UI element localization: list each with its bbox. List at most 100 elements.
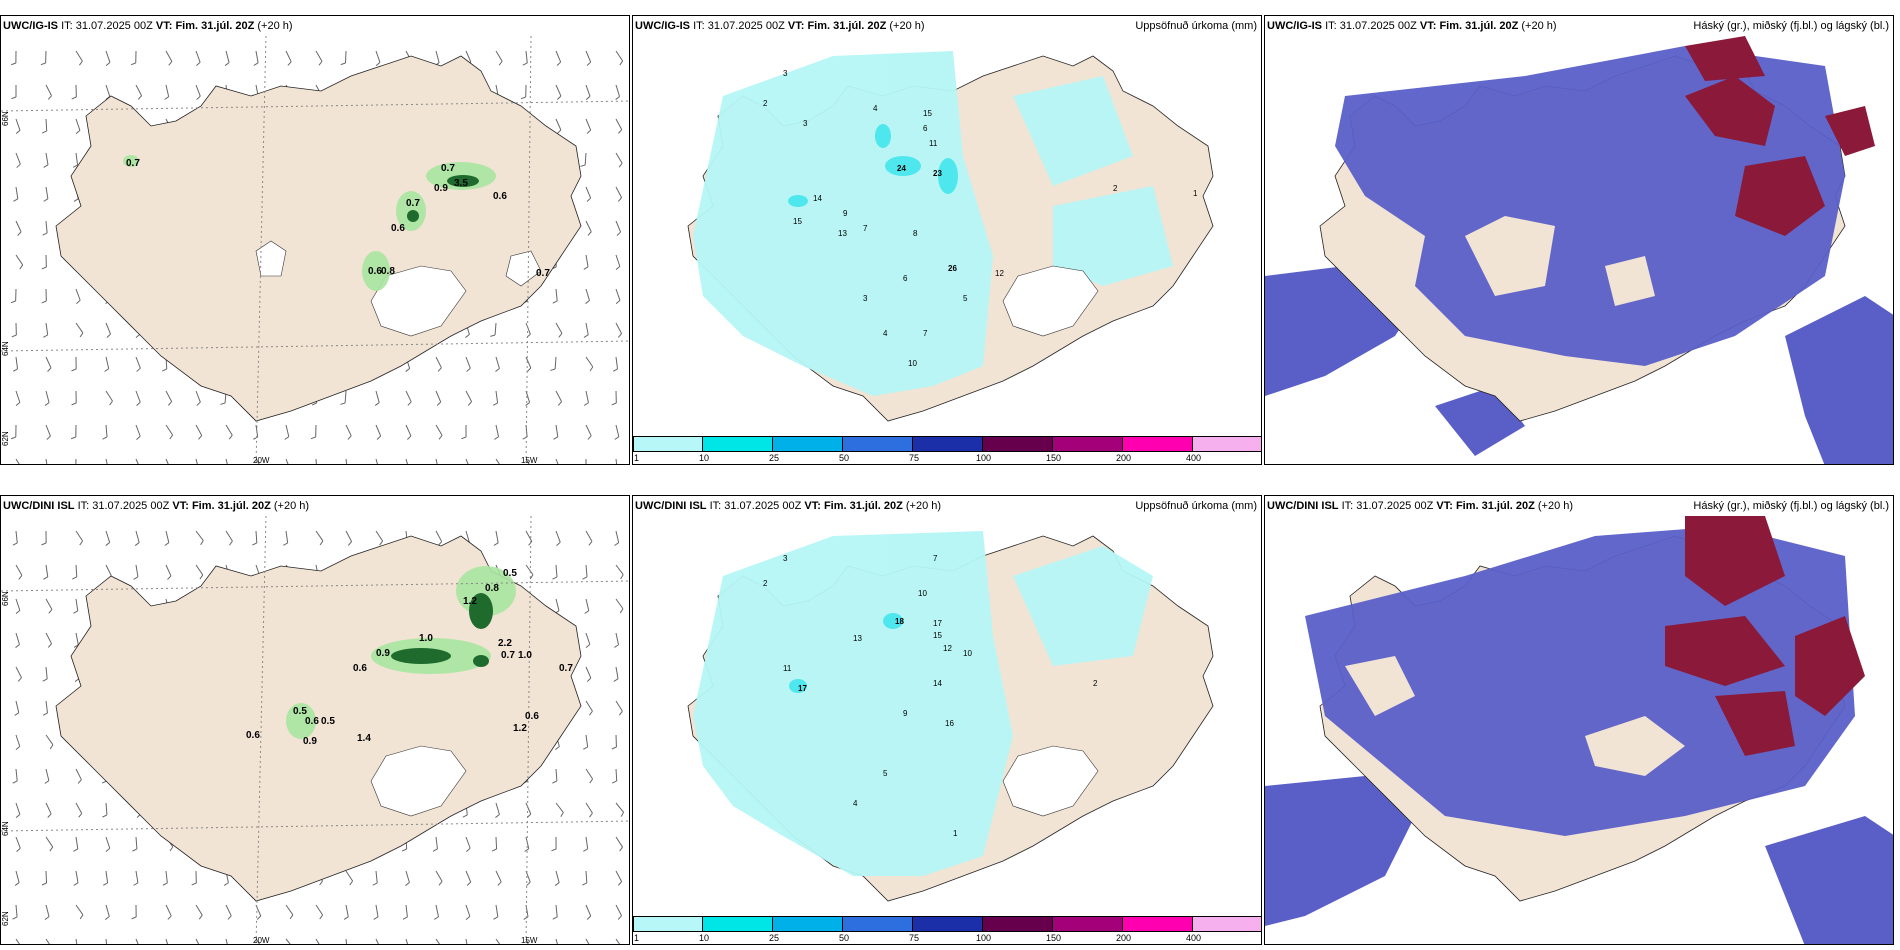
wind-barb-tick bbox=[73, 610, 79, 614]
wind-barb-tick bbox=[77, 779, 82, 784]
wind-barb bbox=[495, 458, 500, 464]
wind-barb bbox=[615, 186, 623, 198]
wind-barb-tick bbox=[615, 299, 621, 304]
wind-barb-tick bbox=[70, 436, 76, 440]
wind-barb bbox=[195, 564, 204, 576]
color-swatch bbox=[913, 916, 983, 932]
wind-barb bbox=[375, 870, 378, 883]
precip-value: 3.5 bbox=[454, 178, 468, 189]
cloud-high bbox=[1685, 516, 1785, 606]
precip-value: 1.2 bbox=[513, 723, 527, 734]
accum-value: 15 bbox=[923, 109, 932, 118]
land-gap bbox=[1345, 656, 1415, 716]
cloud-mid bbox=[1305, 526, 1855, 836]
wind-barb bbox=[585, 220, 592, 232]
wind-barb-tick bbox=[42, 712, 48, 716]
wind-barb-tick bbox=[340, 402, 346, 405]
wind-barb-tick bbox=[134, 542, 140, 546]
wind-barb bbox=[165, 564, 172, 577]
wind-barb bbox=[45, 904, 50, 917]
wind-barb-tick bbox=[227, 915, 232, 920]
precip-value: 1.4 bbox=[357, 733, 371, 744]
wind-barb-tick bbox=[466, 881, 472, 886]
wind-barb bbox=[75, 598, 79, 611]
wind-barb bbox=[135, 938, 139, 944]
wind-barb bbox=[165, 424, 174, 436]
wind-barb-tick bbox=[15, 401, 21, 406]
wind-barb-tick bbox=[105, 96, 111, 100]
wind-barb bbox=[15, 118, 21, 131]
wind-barb bbox=[45, 802, 52, 815]
wind-barb-tick bbox=[379, 540, 383, 546]
graticule bbox=[1, 36, 629, 464]
wind-barb-tick bbox=[10, 436, 16, 440]
color-swatch bbox=[773, 436, 843, 452]
wind-barb-tick bbox=[372, 882, 378, 886]
wind-barb bbox=[15, 186, 19, 199]
wind-barb-tick bbox=[46, 435, 51, 440]
wind-barb-tick bbox=[376, 435, 382, 440]
wind-barb-tick bbox=[162, 882, 168, 886]
wind-barb-tick bbox=[162, 368, 168, 372]
wind-barb bbox=[15, 802, 21, 815]
wind-barb-tick bbox=[617, 881, 623, 886]
lon-15-label: 15W bbox=[521, 456, 538, 465]
colorbar-tick: 200 bbox=[1116, 933, 1132, 943]
accum-value: 2 bbox=[763, 579, 768, 588]
wind-barb bbox=[585, 700, 593, 712]
precip-medium bbox=[789, 613, 903, 693]
wind-barb bbox=[435, 50, 440, 63]
wind-barb bbox=[555, 322, 563, 334]
wind-barb bbox=[15, 598, 21, 611]
wind-barb-tick bbox=[585, 300, 590, 304]
wind-barb-tick bbox=[16, 847, 21, 852]
wind-barb-tick bbox=[78, 813, 83, 818]
wind-barb-tick bbox=[405, 882, 410, 886]
color-swatch bbox=[843, 916, 913, 932]
wind-barb-tick bbox=[619, 608, 624, 614]
cloud-low bbox=[1765, 816, 1893, 944]
wind-barb-tick bbox=[79, 914, 84, 920]
wind-barb bbox=[585, 836, 589, 849]
wind-barb-tick bbox=[252, 542, 258, 546]
wind-barb bbox=[75, 870, 79, 883]
precip-value: 0.5 bbox=[503, 568, 517, 579]
wind-barb bbox=[465, 938, 468, 944]
wind-barb bbox=[585, 802, 593, 814]
wind-barb bbox=[45, 390, 50, 403]
wind-barb-tick bbox=[196, 401, 201, 406]
accum-value: 11 bbox=[783, 664, 792, 673]
wind-barb-tick bbox=[71, 96, 77, 100]
wind-barb-tick bbox=[552, 300, 558, 304]
wind-barb bbox=[225, 50, 230, 63]
green-precip-dark bbox=[407, 175, 479, 222]
panel-header: UWC/IG-IS IT: 31.07.2025 00Z VT: Fim. 31… bbox=[1267, 20, 1889, 32]
wind-barb bbox=[495, 530, 499, 543]
wind-barb bbox=[555, 424, 559, 437]
wind-barb-tick bbox=[495, 368, 500, 372]
wind-barb bbox=[15, 870, 20, 883]
glacier bbox=[370, 745, 467, 817]
wind-barb-tick bbox=[136, 367, 141, 372]
wind-barb bbox=[615, 322, 623, 334]
wind-barb bbox=[495, 938, 501, 944]
wind-barb bbox=[75, 530, 84, 542]
color-swatch bbox=[1123, 436, 1193, 452]
wind-barb-tick bbox=[494, 436, 499, 440]
precip-value: 0.9 bbox=[434, 183, 448, 194]
lon-20-label: 20W bbox=[253, 456, 270, 465]
wind-barb bbox=[105, 50, 111, 63]
wind-barb bbox=[285, 50, 292, 63]
wind-barb bbox=[45, 424, 51, 437]
wind-barb bbox=[585, 288, 590, 301]
wind-barb bbox=[405, 458, 408, 464]
cloud-high bbox=[1665, 616, 1785, 686]
wind-barb bbox=[75, 564, 78, 578]
colorbar-tick: 10 bbox=[699, 933, 710, 943]
wind-barb-tick bbox=[17, 231, 22, 236]
wind-barb bbox=[45, 118, 48, 132]
wind-barb bbox=[15, 356, 19, 369]
wind-barb bbox=[495, 50, 503, 62]
color-swatch bbox=[983, 436, 1053, 452]
wind-barb bbox=[45, 632, 53, 644]
